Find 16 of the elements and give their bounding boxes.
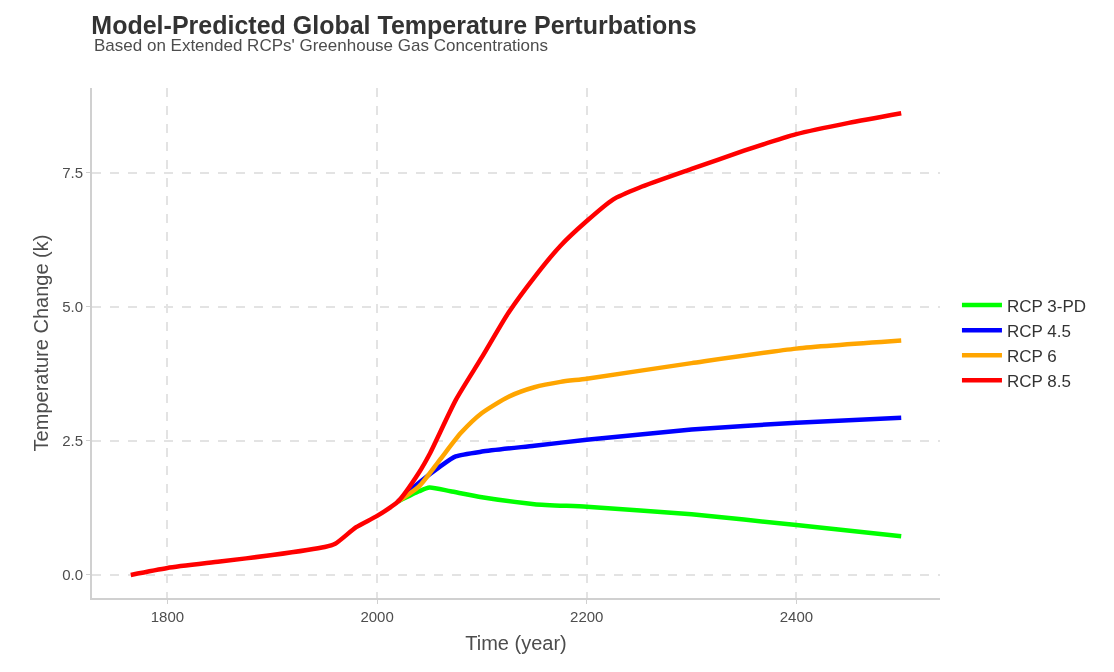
legend-label: RCP 8.5 (1006, 371, 1071, 391)
x-tick-label: 2400 (779, 608, 814, 625)
y-tick-label: 0.0 (62, 566, 83, 584)
y-tick-label: 2.5 (62, 432, 83, 450)
legend-label: RCP 3-PD (1006, 296, 1087, 316)
chart-title: Model-Predicted Global Temperature Perturbations (91, 11, 697, 40)
x-tick-label: 1800 (150, 608, 185, 625)
legend-label: RCP 6 (1006, 346, 1057, 366)
x-axis-title: Time (year) (465, 632, 567, 654)
y-tick-label: 5.0 (62, 298, 83, 316)
y-tick-label: 7.5 (62, 163, 83, 181)
x-tick-label: 2000 (360, 608, 394, 625)
line-series (128, 110, 904, 578)
y-axis-title: Temperature Change (k) (30, 234, 53, 452)
x-tick-label: 2200 (570, 608, 604, 625)
legend-label: RCP 4.5 (1006, 321, 1071, 341)
